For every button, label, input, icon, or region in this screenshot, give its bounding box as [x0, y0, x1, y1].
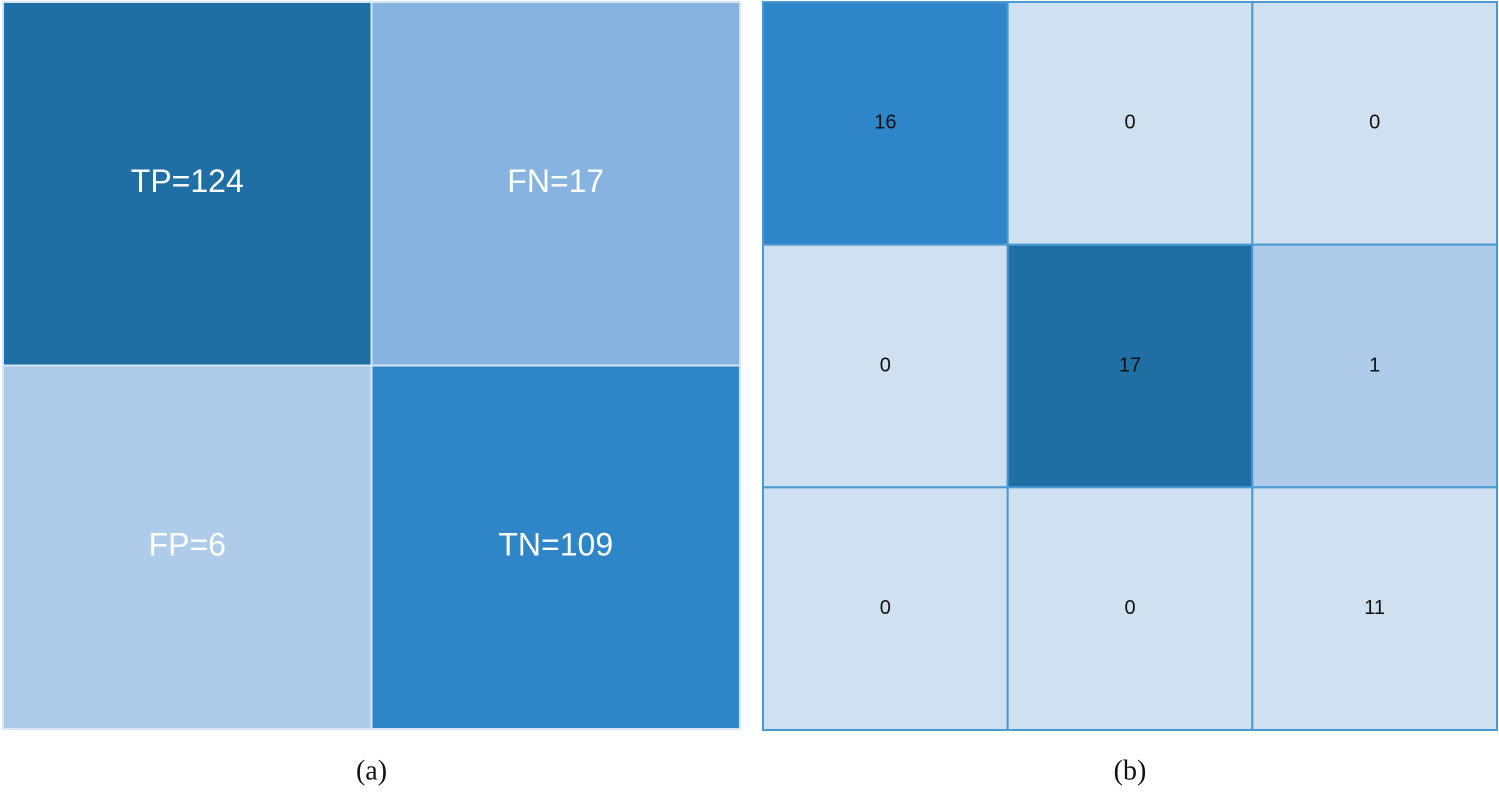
cell-label: TP=124 — [131, 163, 244, 199]
heatmap-cell — [1006, 486, 1254, 732]
cell-label: 0 — [1124, 597, 1135, 619]
heatmap-cell — [370, 1, 741, 367]
heatmap-cell — [762, 1, 1009, 246]
heatmap-cell — [1251, 243, 1499, 489]
heatmap-cell — [762, 243, 1009, 489]
caption: (a) — [356, 755, 387, 786]
cell-label: 11 — [1364, 597, 1385, 619]
heatmap-cell — [370, 364, 741, 730]
heatmap-cell — [2, 364, 373, 730]
cell-label: FP=6 — [149, 527, 226, 563]
heatmap-cell — [2, 1, 373, 367]
cell-label: 1 — [1369, 354, 1380, 376]
cell-label: FN=17 — [507, 163, 604, 199]
cell-label: 0 — [1369, 112, 1380, 134]
caption: (b) — [1114, 755, 1147, 786]
cell-label: TN=109 — [498, 527, 613, 563]
heatmap-cell — [1006, 1, 1254, 246]
cell-label: 16 — [874, 112, 896, 134]
cell-label: 0 — [880, 597, 891, 619]
cell-label: 0 — [1124, 112, 1135, 134]
heatmap-cell — [1251, 486, 1499, 732]
cell-label: 17 — [1119, 354, 1141, 376]
cell-label: 0 — [880, 354, 891, 376]
